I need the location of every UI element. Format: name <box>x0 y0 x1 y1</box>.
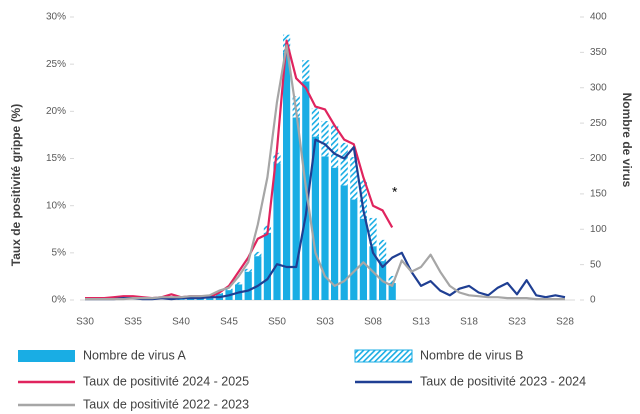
bar <box>311 108 319 137</box>
x-tick-label: S40 <box>172 317 190 328</box>
x-tick-label: S50 <box>268 317 286 328</box>
x-tick-label: S35 <box>124 317 142 328</box>
bar <box>388 275 396 284</box>
line <box>85 44 565 301</box>
legend-label: Taux de positivité 2022 - 2023 <box>83 397 249 411</box>
annotation: * <box>392 184 398 200</box>
bar <box>225 288 233 291</box>
bar <box>254 256 262 300</box>
y2-axis-title: Nombre de virus <box>620 93 634 188</box>
legend-swatch <box>18 350 75 362</box>
bar <box>331 167 339 300</box>
y2-tick-label: 150 <box>590 189 607 200</box>
bar <box>235 282 243 285</box>
y-tick-label: 25% <box>46 59 66 70</box>
bar <box>359 218 367 300</box>
legend-label: Nombre de virus A <box>83 348 186 362</box>
x-tick-label: S03 <box>316 317 334 328</box>
y2-tick-label: 350 <box>590 47 607 58</box>
legend-swatch <box>354 349 413 363</box>
legend-label: Nombre de virus B <box>420 348 524 362</box>
legend-label: Taux de positivité 2024 - 2025 <box>83 374 249 388</box>
bar <box>273 163 281 300</box>
x-tick-label: S13 <box>412 317 430 328</box>
y2-tick-label: 200 <box>590 153 607 164</box>
x-tick-label: S18 <box>460 317 478 328</box>
bar <box>302 60 310 82</box>
y-tick-label: 15% <box>46 153 66 164</box>
x-tick-label: S45 <box>220 317 238 328</box>
y2-tick-label: 250 <box>590 118 607 129</box>
y-tick-label: 20% <box>46 106 66 117</box>
y-tick-label: 10% <box>46 200 66 211</box>
bar <box>359 179 367 219</box>
bar <box>244 271 252 300</box>
y2-tick-label: 300 <box>590 82 607 93</box>
x-tick-label: S23 <box>508 317 526 328</box>
bar <box>263 232 271 300</box>
x-tick-label: S08 <box>364 317 382 328</box>
x-tick-label: S28 <box>556 317 574 328</box>
bar <box>388 283 396 300</box>
bar <box>187 298 195 300</box>
bar <box>177 299 185 300</box>
x-tick-label: S30 <box>76 317 94 328</box>
y-tick-label: 5% <box>52 247 67 258</box>
bar <box>244 268 252 272</box>
legend-label: Taux de positivité 2023 - 2024 <box>420 374 586 388</box>
bar <box>321 156 329 300</box>
line <box>85 138 566 301</box>
bar <box>340 185 348 300</box>
bar <box>292 117 300 300</box>
bar <box>331 125 339 168</box>
bar <box>311 136 319 300</box>
y-tick-label: 0% <box>52 295 67 306</box>
bar <box>340 142 348 186</box>
bar <box>283 52 291 300</box>
y2-tick-label: 50 <box>590 259 602 270</box>
y2-tick-label: 0 <box>590 295 596 306</box>
y-tick-label: 30% <box>46 12 66 23</box>
bar <box>254 251 262 257</box>
bar <box>379 239 387 262</box>
y2-tick-label: 400 <box>590 12 607 23</box>
bar <box>350 199 358 300</box>
bar <box>369 217 377 247</box>
y-axis-title: Taux de positivité grippe (%) <box>9 104 23 266</box>
bar <box>350 157 358 200</box>
bar <box>321 121 329 157</box>
line <box>85 39 394 300</box>
y2-tick-label: 100 <box>590 224 607 235</box>
